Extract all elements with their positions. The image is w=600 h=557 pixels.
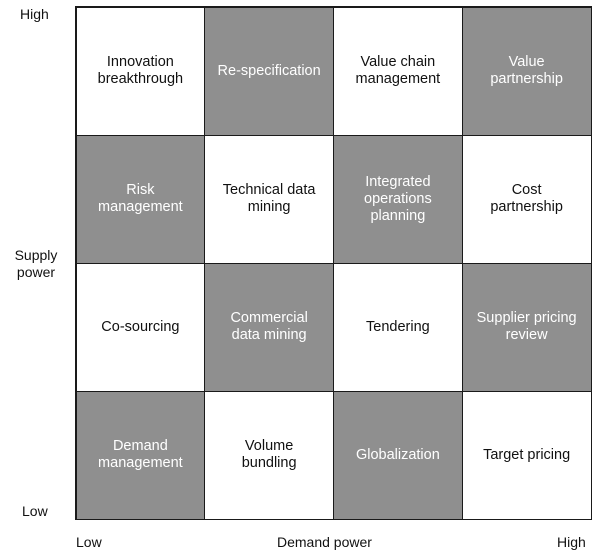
matrix-cell: Volume bundling — [204, 390, 334, 520]
matrix-cell-label: Co-sourcing — [101, 318, 180, 335]
matrix-cell: Globalization — [333, 390, 463, 520]
matrix-cell-label: Volume bundling — [241, 438, 297, 471]
matrix-cell-label: Commercial data mining — [230, 310, 308, 343]
matrix-cell-label: Value chain management — [355, 54, 441, 87]
matrix-cell: Value chain management — [333, 6, 463, 136]
matrix-cell-label: Value partnership — [490, 54, 563, 87]
matrix-cell-label: Globalization — [355, 446, 440, 463]
x-axis-title: Demand power — [277, 534, 372, 550]
matrix-cell: Demand management — [75, 390, 206, 520]
matrix-cell: Co-sourcing — [75, 262, 206, 392]
matrix-cell: Re-specification — [204, 6, 334, 136]
matrix-cell-label: Supplier pricing review — [476, 310, 577, 343]
matrix-cell-label: Tendering — [366, 318, 430, 335]
y-axis-high-label: High — [20, 6, 49, 22]
matrix-cell-label: Cost partnership — [490, 182, 563, 215]
matrix-cell-label: Technical data mining — [222, 182, 316, 215]
x-axis-high-label: High — [557, 534, 586, 550]
y-axis-low-label: Low — [22, 503, 48, 519]
matrix-cell-label: Integrated operations planning — [364, 173, 432, 224]
matrix-cell: Tendering — [333, 262, 463, 392]
y-axis-title: Supply power — [14, 247, 58, 280]
matrix-cell: Target pricing — [461, 390, 592, 520]
supply-demand-matrix: Innovation breakthrough Re-specification V… — [75, 6, 592, 520]
x-axis-low-label: Low — [76, 534, 102, 550]
matrix-cell: Innovation breakthrough — [75, 6, 206, 136]
matrix-cell-label: Re-specification — [217, 62, 321, 79]
matrix-cell: Commercial data mining — [204, 262, 334, 392]
matrix-cell: Cost partnership — [461, 134, 592, 264]
matrix-cell: Risk management — [75, 134, 206, 264]
matrix-cell-label: Innovation breakthrough — [97, 54, 184, 87]
matrix-cell-label: Risk management — [98, 182, 183, 215]
matrix-cell-label: Demand management — [98, 438, 183, 471]
matrix-cell: Supplier pricing review — [461, 262, 592, 392]
matrix-cell: Integrated operations planning — [333, 134, 463, 264]
matrix-cell: Value partnership — [461, 6, 592, 136]
matrix-cell-label: Target pricing — [483, 446, 571, 463]
matrix-cell: Technical data mining — [204, 134, 334, 264]
